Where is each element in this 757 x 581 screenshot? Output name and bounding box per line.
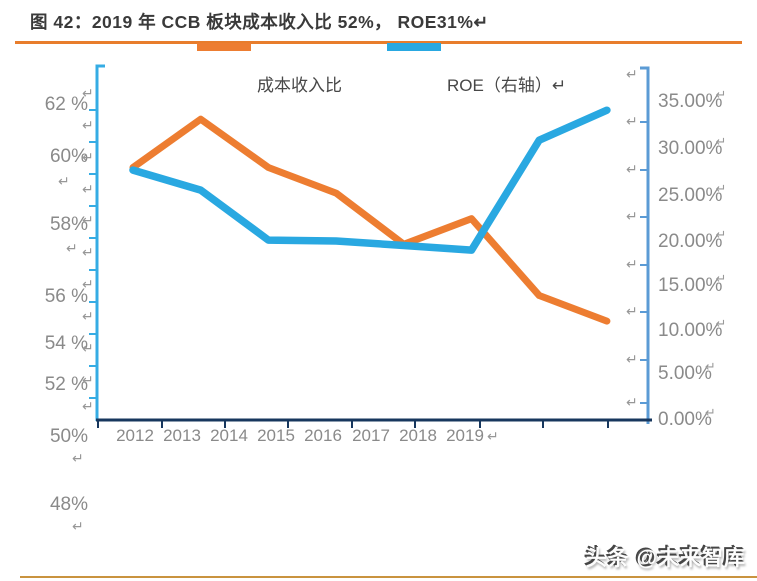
legend-swatch-cost-income [197,43,251,51]
right-axis-label: 30.00% ↵ [658,134,727,159]
legend-label-cost-income: 成本收入比 [257,76,342,95]
left-axis-label: 54 % [44,333,88,354]
left-axis-label: 52 % [44,374,88,395]
return-mark: ↵ [715,271,727,286]
return-mark: ↵ [715,181,727,196]
legend-label-roe: ROE（右轴）↵ [447,76,567,95]
bottom-divider [20,576,757,578]
return-mark: ↵ [704,405,716,420]
left-axis-label: 62 % [44,94,88,115]
right-axis-label: 15.00% ↵ [658,271,727,296]
return-mark: ↵ [626,161,638,177]
right-axis-label: 20.00% ↵ [658,227,727,252]
return-mark: ↵ [626,394,638,410]
title-underline [15,41,742,44]
return-mark: ↵ [626,66,638,82]
right-axis-label: 35.00% ↵ [658,87,727,112]
right-axis-label: 5.00% ↵ [658,359,716,384]
watermark: 头条 @未来智库 [585,547,746,570]
x-axis-label: 2014 [210,426,248,445]
return-mark: ↵ [487,428,499,444]
left-axis-label: 48% [49,494,88,515]
return-mark: ↵ [715,227,727,242]
return-mark: ↵ [715,87,727,102]
x-axis-label: 2019 [446,426,484,445]
left-axis-label: 60% [49,146,88,167]
return-mark: ↵ [626,351,638,367]
return-mark: ↵ [626,208,638,224]
return-mark: ↵ [72,450,84,466]
figure-title: 图 42：2019 年 CCB 板块成本收入比 52%， ROE31%↵ [30,12,489,32]
left-axis-line [95,64,105,421]
legend-swatch-roe [387,43,441,51]
return-mark: ↵ [626,256,638,272]
x-axis-label: 2013 [163,426,201,445]
return-mark: ↵ [82,340,94,356]
return-mark: ↵ [704,359,716,374]
return-mark: ↵ [82,212,94,228]
roe-line [129,106,611,254]
right-axis-label: 25.00% ↵ [658,181,727,206]
return-mark: ↵ [82,276,94,292]
return-mark: ↵ [82,149,94,165]
return-mark: ↵ [715,134,727,149]
x-axis-label: 2017 [352,426,390,445]
return-mark: ↵ [82,308,94,324]
x-axis-label: 2015 [257,426,295,445]
return-mark: ↵ [626,303,638,319]
x-axis-label: 2012 [116,426,154,445]
left-axis-label: 50% [49,426,88,447]
right-axis-label: 0.00% ↵ [658,405,716,430]
right-axis-line [640,66,650,424]
x-axis-label: 2018 [399,426,437,445]
return-mark: ↵ [72,518,84,534]
return-mark: ↵ [66,240,78,256]
return-mark: ↵ [626,113,638,129]
cost-income-line [129,115,611,325]
return-mark: ↵ [82,372,94,388]
return-mark: ↵ [82,85,94,101]
return-mark: ↵ [82,117,94,133]
right-axis-label: 10.00% ↵ [658,316,727,341]
return-mark: ↵ [82,398,94,414]
return-mark: ↵ [82,244,94,260]
left-axis-label: 56 % [44,286,88,307]
return-mark: ↵ [58,173,70,189]
return-mark: ↵ [82,181,94,197]
x-axis-label: 2016 [304,426,342,445]
left-axis-label: 58% [49,214,88,235]
return-mark: ↵ [715,316,727,331]
